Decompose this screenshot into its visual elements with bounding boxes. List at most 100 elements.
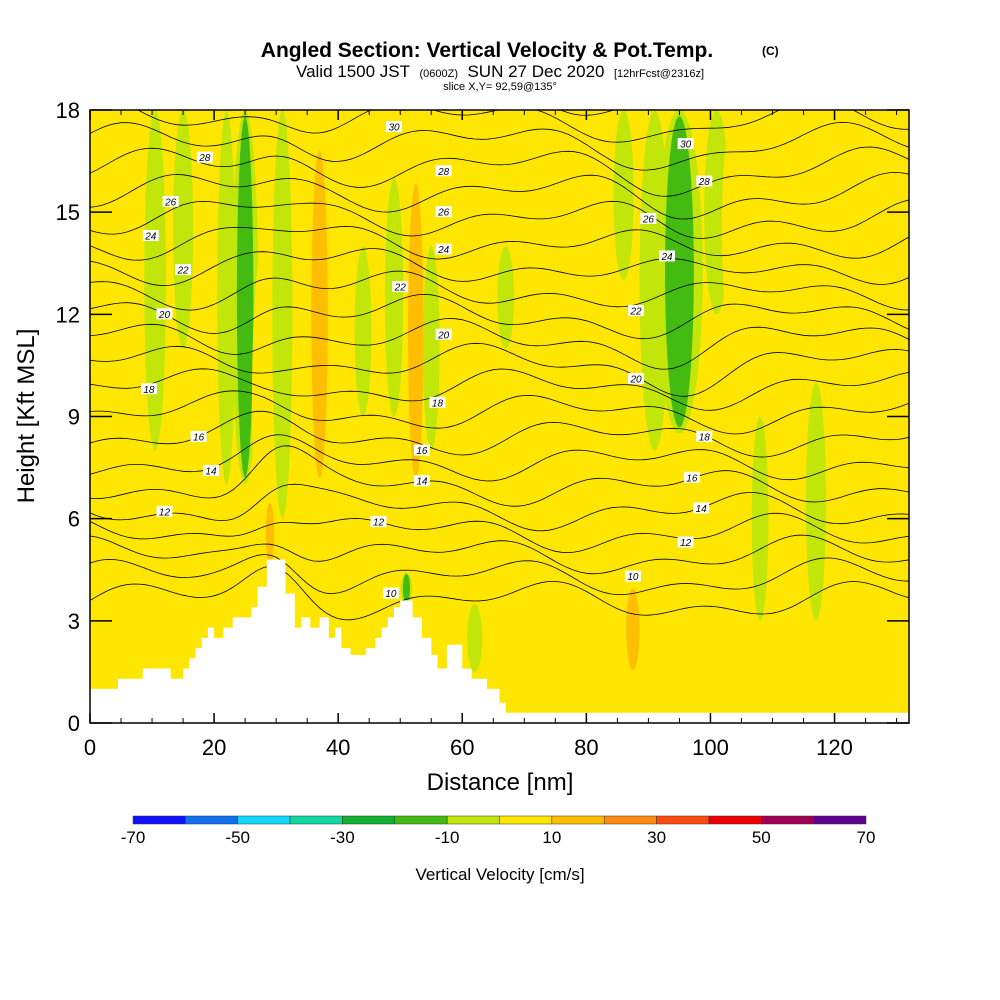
theta-contour-label-text: 22 — [177, 266, 190, 277]
theta-contour-label-text: 28 — [437, 167, 450, 178]
valid-date: SUN 27 Dec 2020 — [467, 62, 604, 81]
theta-contour-label-bg — [190, 430, 207, 442]
colorbar-tick-label: 70 — [857, 828, 876, 847]
y-tick-label: 3 — [68, 609, 80, 634]
colorbar-segment — [289, 815, 343, 825]
velocity-band — [252, 246, 276, 553]
velocity-band-level — [272, 110, 293, 519]
theta-contour-label: 20 — [628, 373, 644, 386]
theta-contour-line — [90, 410, 909, 458]
velocity-band — [306, 144, 333, 485]
theta-contour-label: 14 — [413, 475, 430, 488]
y-tick-label: 18 — [56, 98, 80, 123]
x-tick-label: 20 — [202, 735, 226, 760]
theta-contour-label-bg — [683, 471, 700, 483]
y-tick-label: 12 — [56, 302, 80, 327]
colorbar-segment — [603, 815, 657, 825]
theta-contour-label-bg — [429, 396, 446, 408]
theta-contour-label-bg — [202, 464, 219, 476]
velocity-band-level — [408, 184, 424, 479]
velocity-band — [144, 110, 167, 451]
velocity-band — [196, 110, 219, 451]
theta-contour-label: 16 — [413, 444, 430, 457]
theta-contour-label-text: 10 — [385, 589, 397, 600]
velocity-band-level — [196, 110, 219, 451]
theta-contour-label: 20 — [156, 308, 173, 321]
theta-contour-label-text: 14 — [416, 477, 428, 488]
velocity-band-level — [861, 144, 882, 315]
velocity-band — [467, 603, 483, 672]
x-tick-label: 40 — [326, 735, 350, 760]
theta-contour-label: 30 — [677, 138, 694, 151]
velocity-band-level — [626, 588, 640, 671]
theta-contour-label-bg — [628, 304, 644, 316]
velocity-band-level — [575, 110, 598, 247]
velocity-band — [529, 127, 550, 281]
velocity-band-level — [173, 110, 194, 349]
theta-contour-label: 22 — [175, 264, 192, 277]
theta-contour-label: 14 — [202, 464, 219, 477]
velocity-band — [655, 110, 703, 434]
theta-contour-line — [90, 248, 909, 287]
theta-contour-label-text: 12 — [680, 538, 692, 549]
theta-contour-label-text: 14 — [205, 466, 217, 477]
colorbar-segment — [237, 815, 291, 825]
theta-contour-label-bg — [693, 502, 710, 514]
theta-contour-label-text: 18 — [699, 432, 711, 443]
colorbar-segment — [708, 815, 762, 825]
plot-area: 12 14 16 18 20 22 24 26 28 30 28 26 24 22 20 18 16 14 12 10… — [90, 110, 909, 723]
theta-contour-label-text: 20 — [629, 375, 642, 386]
theta-contour-label-text: 26 — [642, 214, 655, 225]
theta-contour-label-text: 26 — [164, 197, 177, 208]
x-tick-label: 120 — [816, 735, 853, 760]
velocity-band-level — [422, 246, 440, 451]
theta-contour-line — [90, 199, 909, 239]
theta-contour-label-bg — [696, 430, 713, 442]
colorbar-label: Vertical Velocity [cm/s] — [415, 865, 584, 884]
theta-contour-label-text: 12 — [159, 507, 171, 518]
terrain-profile — [90, 559, 909, 723]
y-tick-label: 6 — [68, 507, 80, 532]
velocity-band-level — [689, 620, 707, 706]
theta-contour-label-bg — [413, 475, 430, 487]
velocity-band — [354, 246, 372, 417]
theta-contour-line — [90, 445, 909, 507]
velocity-band — [553, 637, 570, 706]
theta-contour-line — [90, 342, 909, 397]
velocity-band — [263, 501, 277, 567]
colorbar-segment — [813, 815, 867, 825]
theta-contour-label-text: 20 — [158, 310, 171, 321]
y-axis-label: Height [Kft MSL] — [13, 329, 40, 504]
velocity-band-level — [553, 637, 570, 706]
velocity-band-level — [529, 127, 550, 281]
colorbar: -70 -50 -30 -10 10 30 50 70 — [121, 815, 876, 847]
theta-contour-label-text: 16 — [416, 446, 428, 457]
velocity-band — [403, 178, 429, 485]
velocity-band-level — [252, 246, 276, 553]
velocity-band — [117, 110, 143, 366]
velocity-band-level — [384, 178, 404, 417]
theta-contour-line — [90, 390, 909, 435]
theta-contour-label-text: 24 — [437, 245, 450, 256]
chart-header: Angled Section: Vertical Velocity & Pot.… — [261, 39, 779, 93]
theta-contour-label-bg — [435, 328, 452, 340]
theta-contour-label: 14 — [693, 502, 710, 515]
velocity-band — [173, 110, 194, 349]
colorbar-tick-label: -30 — [330, 828, 355, 847]
theta-contour-label: 22 — [392, 281, 409, 294]
theta-contour-label-bg — [696, 175, 713, 187]
theta-contour-label-text: 18 — [143, 385, 155, 396]
theta-contour-label: 16 — [683, 471, 700, 484]
theta-contour-label-text: 16 — [686, 473, 698, 484]
theta-contour-label-text: 14 — [696, 504, 708, 515]
theta-contour-label-text: 24 — [144, 232, 157, 243]
theta-contour-label: 18 — [696, 430, 713, 443]
colorbar-segment — [342, 815, 396, 825]
valid-prefix: Valid 1500 JST — [296, 62, 410, 81]
theta-contour-label-bg — [156, 308, 173, 320]
velocity-band — [613, 110, 634, 281]
theta-contour-label-text: 16 — [193, 432, 205, 443]
theta-contour-label: 10 — [382, 587, 399, 600]
theta-contour-label-bg — [382, 587, 399, 599]
